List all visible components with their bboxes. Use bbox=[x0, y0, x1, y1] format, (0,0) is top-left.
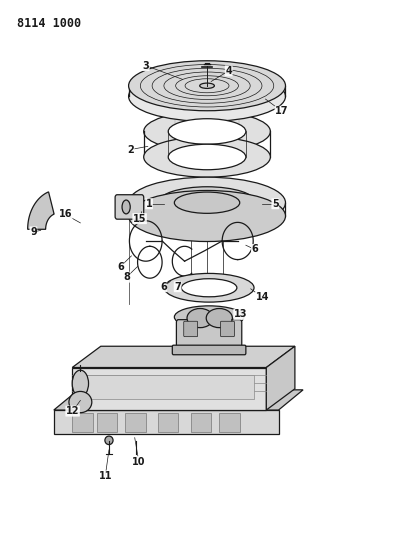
Text: 8: 8 bbox=[123, 272, 130, 282]
Text: 10: 10 bbox=[132, 457, 145, 466]
Ellipse shape bbox=[128, 190, 285, 241]
Ellipse shape bbox=[69, 391, 92, 413]
Ellipse shape bbox=[122, 200, 130, 214]
Text: 14: 14 bbox=[255, 292, 268, 302]
Text: 6: 6 bbox=[160, 282, 166, 292]
Ellipse shape bbox=[174, 192, 239, 213]
Ellipse shape bbox=[128, 177, 285, 228]
Polygon shape bbox=[84, 375, 254, 399]
FancyBboxPatch shape bbox=[115, 195, 144, 219]
Polygon shape bbox=[157, 413, 178, 432]
Text: 12: 12 bbox=[66, 406, 79, 416]
Polygon shape bbox=[219, 413, 239, 432]
Text: 3: 3 bbox=[142, 61, 149, 70]
Ellipse shape bbox=[128, 61, 285, 111]
Polygon shape bbox=[265, 346, 294, 410]
Ellipse shape bbox=[206, 309, 232, 328]
Text: 7: 7 bbox=[174, 282, 180, 292]
Polygon shape bbox=[54, 390, 302, 410]
Text: 9: 9 bbox=[30, 227, 37, 237]
Polygon shape bbox=[72, 413, 92, 432]
Ellipse shape bbox=[105, 436, 113, 445]
Text: 6: 6 bbox=[117, 262, 124, 271]
Ellipse shape bbox=[144, 137, 270, 177]
Text: 8114 1000: 8114 1000 bbox=[17, 17, 81, 30]
Ellipse shape bbox=[181, 279, 236, 297]
Text: 1: 1 bbox=[145, 199, 152, 209]
Ellipse shape bbox=[157, 187, 256, 219]
FancyBboxPatch shape bbox=[176, 320, 241, 351]
FancyBboxPatch shape bbox=[220, 321, 234, 337]
Ellipse shape bbox=[164, 273, 254, 302]
Ellipse shape bbox=[174, 306, 243, 328]
Text: 4: 4 bbox=[225, 66, 231, 76]
Polygon shape bbox=[97, 413, 117, 432]
Text: 17: 17 bbox=[274, 106, 288, 116]
Ellipse shape bbox=[168, 144, 245, 169]
Polygon shape bbox=[72, 368, 265, 410]
FancyBboxPatch shape bbox=[172, 345, 245, 355]
Ellipse shape bbox=[168, 119, 245, 144]
Ellipse shape bbox=[72, 370, 88, 397]
Ellipse shape bbox=[187, 309, 213, 328]
Ellipse shape bbox=[199, 83, 214, 88]
Text: 5: 5 bbox=[271, 199, 278, 209]
Polygon shape bbox=[27, 192, 54, 229]
Text: 13: 13 bbox=[233, 309, 247, 319]
FancyBboxPatch shape bbox=[183, 321, 197, 337]
Text: 15: 15 bbox=[133, 214, 146, 224]
Polygon shape bbox=[72, 346, 294, 368]
Polygon shape bbox=[54, 410, 278, 434]
Text: 6: 6 bbox=[251, 245, 258, 254]
Polygon shape bbox=[125, 413, 145, 432]
Ellipse shape bbox=[128, 71, 285, 122]
Ellipse shape bbox=[144, 111, 270, 152]
Text: 2: 2 bbox=[127, 144, 134, 155]
Text: 11: 11 bbox=[98, 471, 112, 481]
Text: 16: 16 bbox=[58, 209, 72, 220]
Polygon shape bbox=[190, 413, 211, 432]
